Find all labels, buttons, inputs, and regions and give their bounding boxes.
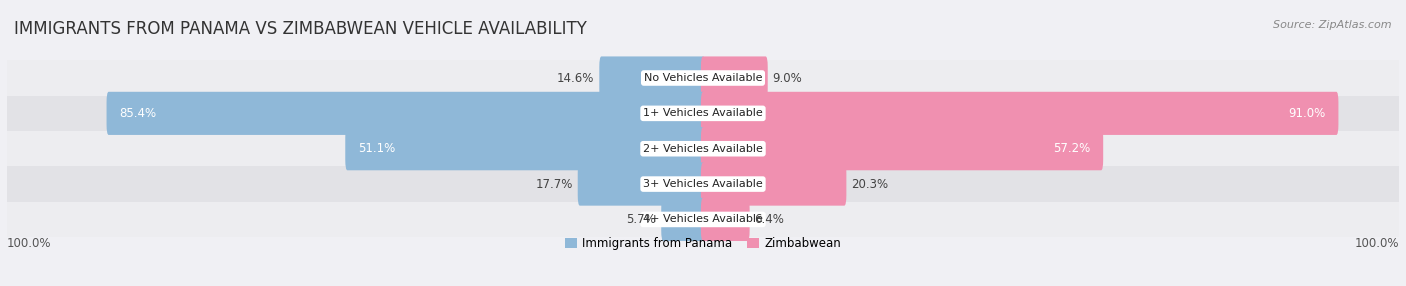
FancyBboxPatch shape (702, 198, 749, 241)
Text: 85.4%: 85.4% (120, 107, 156, 120)
FancyBboxPatch shape (578, 162, 704, 206)
Text: 100.0%: 100.0% (7, 237, 52, 250)
Text: 9.0%: 9.0% (773, 72, 803, 84)
FancyBboxPatch shape (661, 198, 704, 241)
FancyBboxPatch shape (346, 127, 704, 170)
Text: 2+ Vehicles Available: 2+ Vehicles Available (643, 144, 763, 154)
Text: Source: ZipAtlas.com: Source: ZipAtlas.com (1274, 20, 1392, 30)
Text: 6.4%: 6.4% (755, 213, 785, 226)
Bar (7, 166, 1399, 202)
Text: 14.6%: 14.6% (557, 72, 595, 84)
Text: No Vehicles Available: No Vehicles Available (644, 73, 762, 83)
Text: 20.3%: 20.3% (851, 178, 889, 190)
Text: 17.7%: 17.7% (536, 178, 572, 190)
FancyBboxPatch shape (599, 56, 704, 100)
FancyBboxPatch shape (702, 56, 768, 100)
Text: 4+ Vehicles Available: 4+ Vehicles Available (643, 214, 763, 225)
Bar (7, 131, 1399, 166)
FancyBboxPatch shape (107, 92, 704, 135)
Text: 3+ Vehicles Available: 3+ Vehicles Available (643, 179, 763, 189)
Text: 51.1%: 51.1% (357, 142, 395, 155)
Text: 91.0%: 91.0% (1289, 107, 1326, 120)
FancyBboxPatch shape (702, 92, 1339, 135)
Text: IMMIGRANTS FROM PANAMA VS ZIMBABWEAN VEHICLE AVAILABILITY: IMMIGRANTS FROM PANAMA VS ZIMBABWEAN VEH… (14, 20, 586, 38)
Text: 100.0%: 100.0% (1354, 237, 1399, 250)
Legend: Immigrants from Panama, Zimbabwean: Immigrants from Panama, Zimbabwean (565, 237, 841, 250)
FancyBboxPatch shape (702, 162, 846, 206)
Text: 1+ Vehicles Available: 1+ Vehicles Available (643, 108, 763, 118)
FancyBboxPatch shape (702, 127, 1104, 170)
Text: 57.2%: 57.2% (1053, 142, 1091, 155)
Text: 5.7%: 5.7% (627, 213, 657, 226)
Bar (7, 96, 1399, 131)
Bar (7, 60, 1399, 96)
Bar (7, 202, 1399, 237)
